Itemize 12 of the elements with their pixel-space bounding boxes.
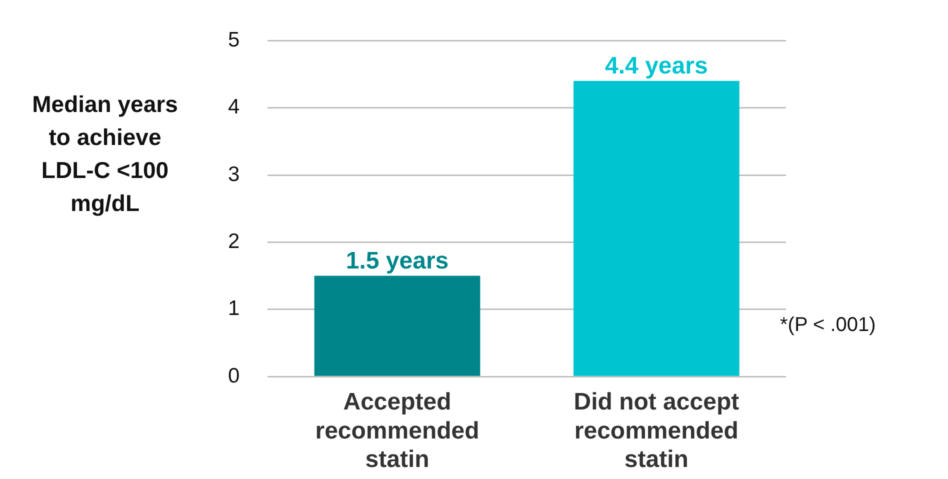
- y-tick-label: 2: [228, 230, 240, 253]
- y-tick-label: 1: [228, 297, 240, 320]
- y-tick-label: 5: [228, 28, 240, 52]
- y-tick-label: 4: [228, 96, 240, 119]
- y-axis-title: Median years to achieve LDL-C <100 mg/dL: [31, 90, 179, 218]
- y-tick-label: 3: [228, 162, 240, 186]
- y-tick-label: 0: [228, 364, 240, 388]
- data-label: 4.4 years: [605, 52, 708, 80]
- x-tick-label: Did not accept recommended statin: [574, 388, 740, 474]
- annotation: *(P < .001): [780, 314, 876, 337]
- x-tick-label: Accepted recommended statin: [315, 388, 480, 474]
- data-label: 1.5 years: [346, 247, 449, 274]
